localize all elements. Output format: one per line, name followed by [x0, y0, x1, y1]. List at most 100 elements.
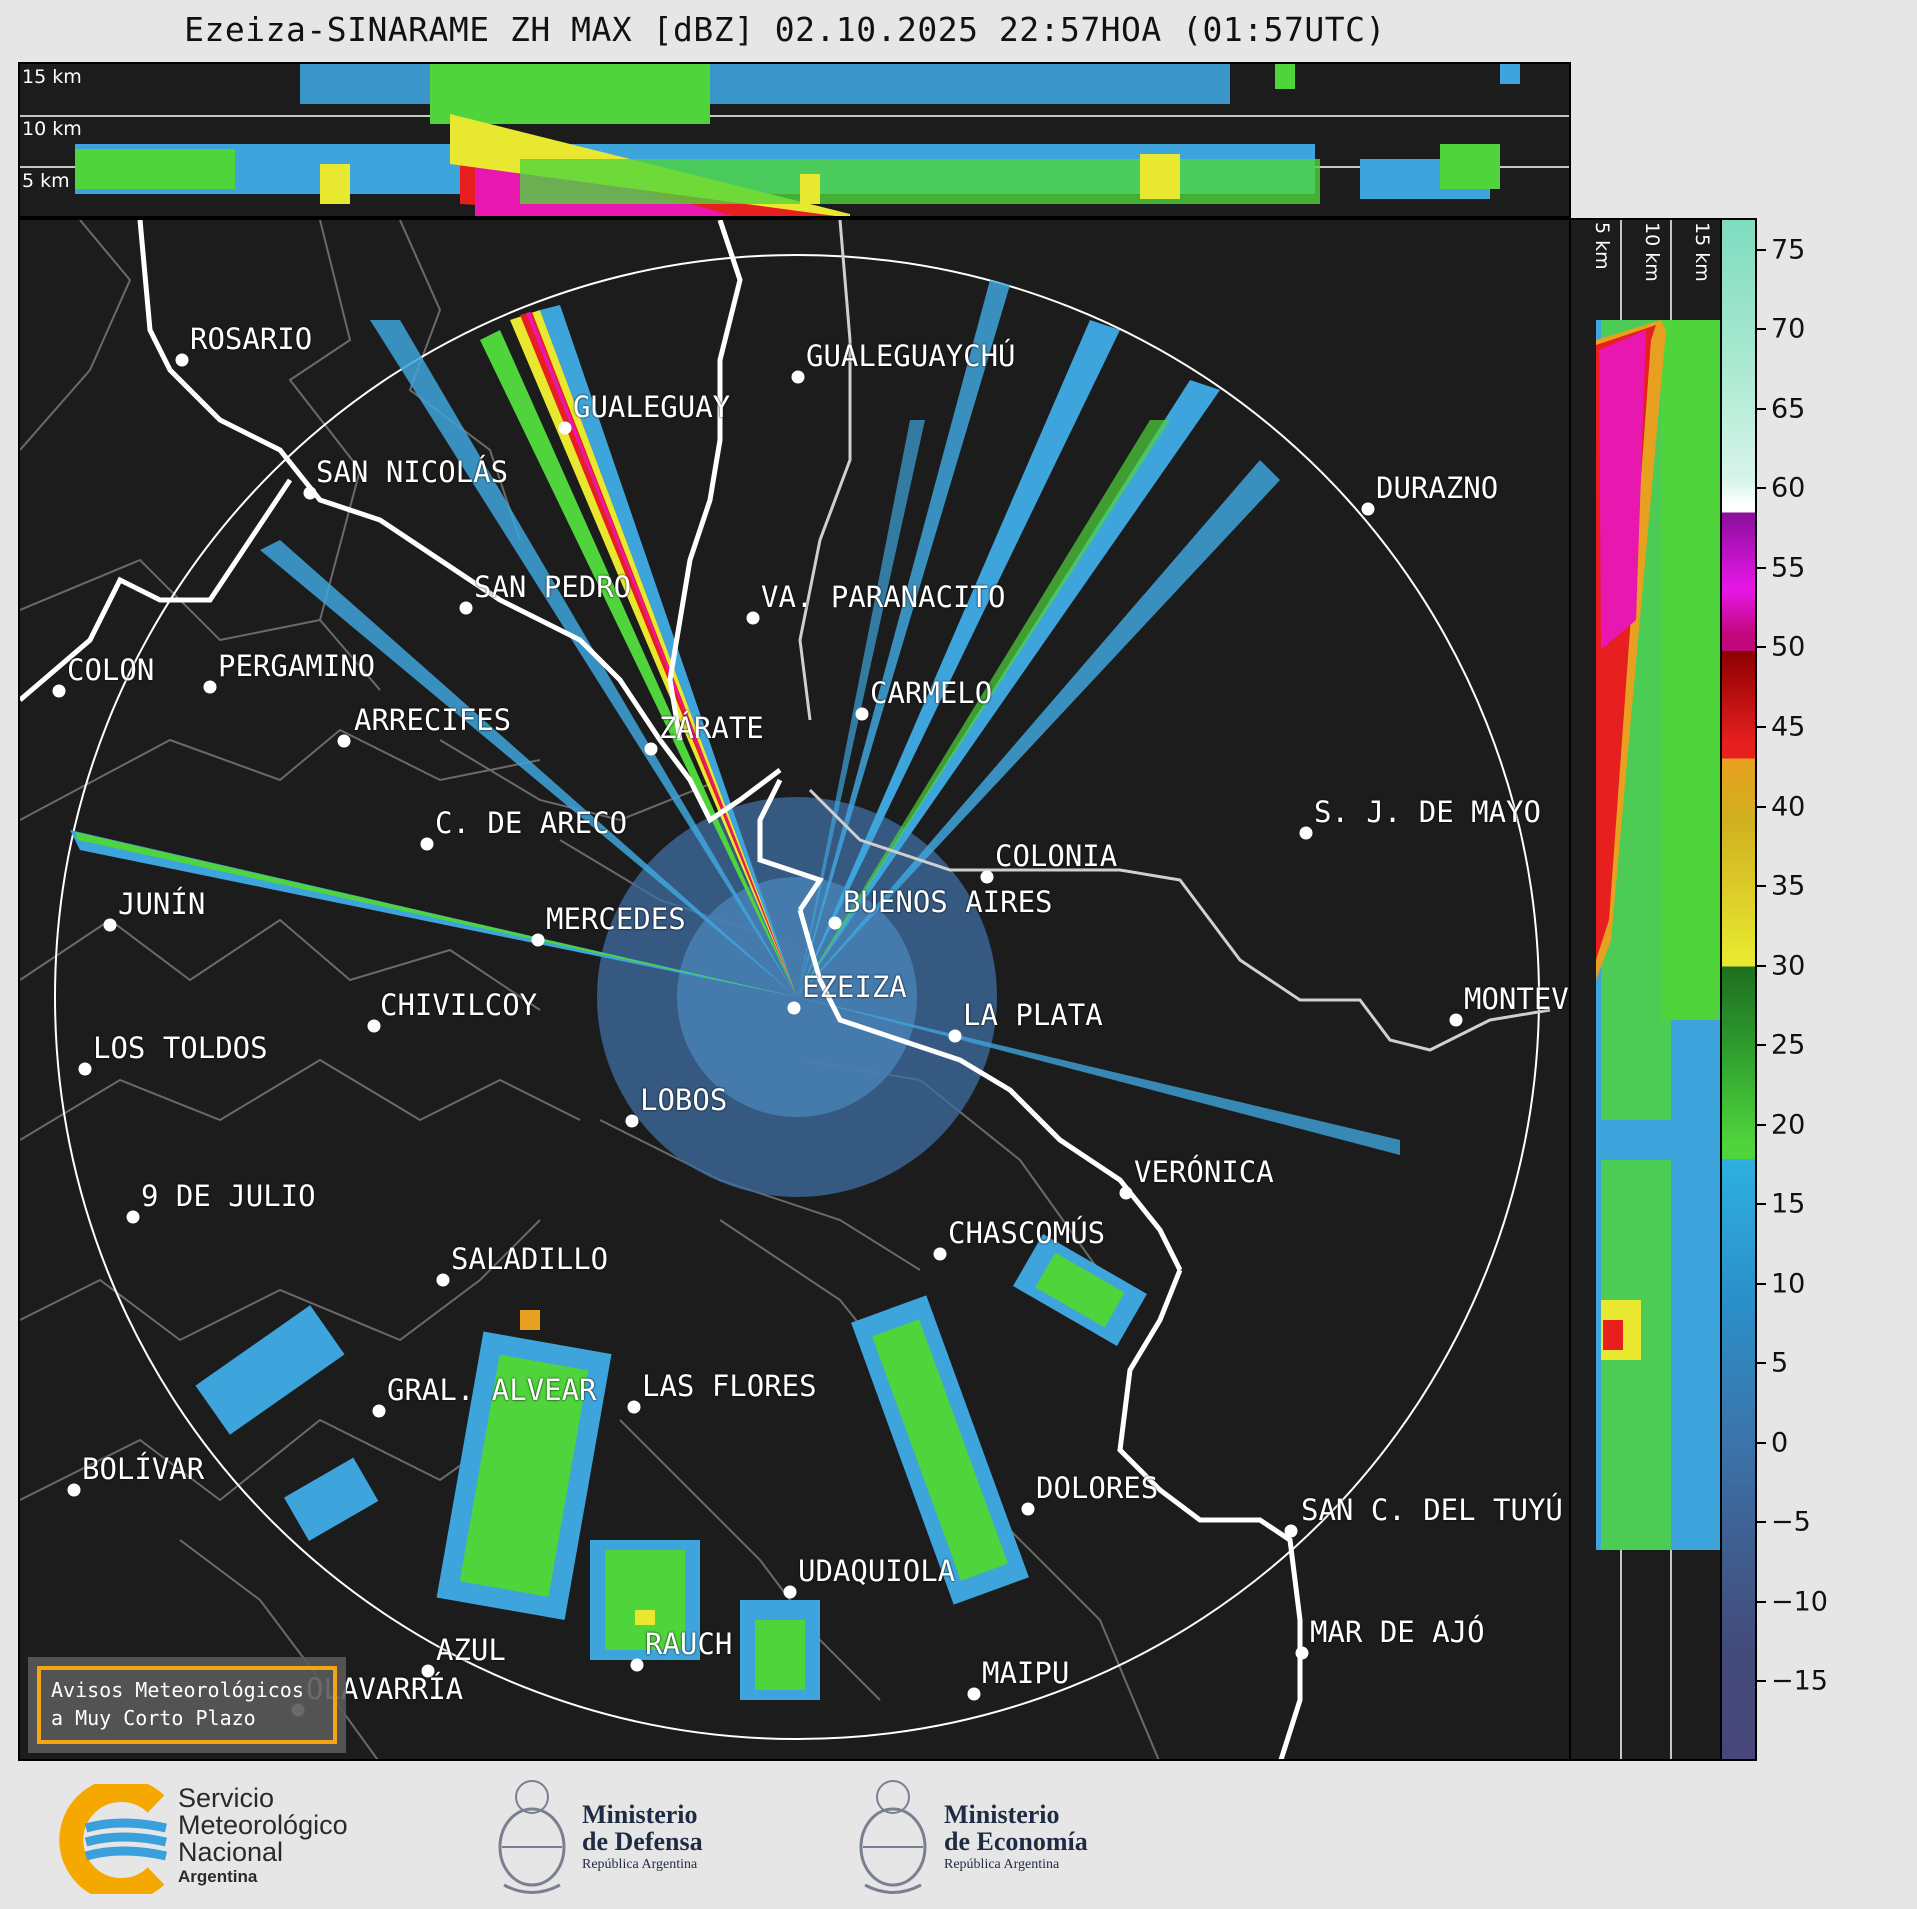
colorbar-tick-mark	[1757, 726, 1766, 729]
defensa-line-2: de Defensa	[582, 1827, 703, 1856]
city-dot	[103, 918, 117, 932]
city-dot	[1449, 1013, 1463, 1027]
city-label-9-de-julio: 9 DE JULIO	[141, 1179, 316, 1213]
city-label-san-c-del-tuyu: SAN C. DEL TUYÚ	[1301, 1493, 1563, 1527]
km-label-15: 15 km	[22, 66, 82, 88]
smn-line-3: Nacional	[178, 1837, 284, 1867]
city-label-chascomus: CHASCOMÚS	[948, 1216, 1106, 1250]
colorbar-tick-mark	[1757, 1044, 1766, 1047]
city-label-durazno: DURAZNO	[1376, 471, 1499, 505]
defensa-seal-icon	[498, 1780, 566, 1894]
city-label-bolivar: BOLÍVAR	[82, 1452, 205, 1486]
economia-seal-icon	[859, 1780, 927, 1894]
city-dot	[367, 1019, 381, 1033]
colorbar	[1720, 218, 1757, 1761]
economia-line-3: República Argentina	[944, 1857, 1060, 1872]
notice-line-2: a Muy Corto Plazo	[51, 1706, 256, 1730]
colorbar-tick-label: 45	[1771, 711, 1806, 743]
city-label-mercedes: MERCEDES	[546, 902, 686, 936]
colorbar-tick-mark	[1757, 1680, 1766, 1683]
city-dot	[67, 1483, 81, 1497]
city-dot	[303, 486, 317, 500]
side-cross-section-graphic	[1596, 220, 1720, 1759]
city-dot	[746, 611, 760, 625]
colorbar-tick-label: 35	[1771, 870, 1806, 902]
colorbar-tick-label: 25	[1771, 1029, 1806, 1061]
colorbar-tick-label: 15	[1771, 1188, 1806, 1220]
side-km-label-15: 15 km	[1691, 222, 1713, 282]
colorbar-tick-mark	[1757, 1203, 1766, 1206]
city-label-los-toldos: LOS TOLDOS	[93, 1031, 268, 1065]
city-label-carmelo: CARMELO	[870, 676, 993, 710]
colorbar-tick-label: 40	[1771, 791, 1806, 823]
city-dot	[783, 1585, 797, 1599]
colorbar-tick-label: 60	[1771, 472, 1806, 504]
city-dot	[558, 421, 572, 435]
city-dot	[126, 1210, 140, 1224]
city-dot	[627, 1400, 641, 1414]
city-dot	[1361, 502, 1375, 516]
city-label-montevideo: MONTEV	[1464, 982, 1569, 1016]
colorbar-tick-mark	[1757, 805, 1766, 808]
city-label-rosario: ROSARIO	[190, 322, 313, 356]
colorbar-tick-mark	[1757, 487, 1766, 490]
colorbar-tick-mark	[1757, 646, 1766, 649]
city-dot	[828, 916, 842, 930]
city-label-rauch: RAUCH	[645, 1627, 733, 1661]
city-label-lobos: LOBOS	[640, 1083, 728, 1117]
city-label-saladillo: SALADILLO	[451, 1242, 609, 1276]
city-label-gualeguaychu: GUALEGUAYCHÚ	[806, 339, 1016, 373]
colorbar-tick-mark	[1757, 1521, 1766, 1524]
city-dot	[644, 742, 658, 756]
radar-map: ROSARIO GUALEGUAYCHÚ GUALEGUAY SAN NICOL…	[18, 218, 1571, 1761]
city-dot	[337, 734, 351, 748]
city-dot	[787, 1001, 801, 1015]
defensa-line-1: Ministerio	[582, 1800, 698, 1829]
city-label-san-nicolas: SAN NICOLÁS	[316, 455, 509, 489]
city-dot	[78, 1062, 92, 1076]
alerts-notice[interactable]: Avisos Meteorológicos a Muy Corto Plazo	[28, 1657, 346, 1753]
city-label-colon: COLON	[67, 653, 155, 687]
colorbar-tick-label: 70	[1771, 313, 1806, 345]
city-label-pergamino: PERGAMINO	[218, 649, 376, 683]
city-dot	[420, 837, 434, 851]
city-label-azul: AZUL	[436, 1633, 506, 1667]
colorbar-tick-label: 10	[1771, 1268, 1806, 1300]
city-label-dolores: DOLORES	[1036, 1471, 1159, 1505]
radar-map-graphic	[20, 220, 1551, 1759]
city-dot	[948, 1029, 962, 1043]
city-dot	[175, 353, 189, 367]
echo-radials	[70, 280, 1400, 1155]
side-cross-section-panel: 5 km 10 km 15 km	[1569, 218, 1722, 1761]
colorbar-tick-mark	[1757, 1282, 1766, 1285]
city-dot	[1284, 1524, 1298, 1538]
city-dot	[967, 1687, 981, 1701]
city-label-udaquiola: UDAQUIOLA	[798, 1554, 956, 1588]
city-dot	[980, 870, 994, 884]
colorbar-tick-label: −10	[1771, 1586, 1828, 1618]
colorbar-tick-mark	[1757, 328, 1766, 331]
city-dot	[203, 680, 217, 694]
city-label-chivilcoy: CHIVILCOY	[380, 988, 538, 1022]
convective-cells	[195, 1234, 1147, 1700]
boundary-lines	[20, 220, 1160, 1759]
range-ring	[54, 254, 1540, 1740]
top-cross-section-panel: 15 km 10 km 5 km	[18, 62, 1571, 218]
economia-line-2: de Economía	[944, 1827, 1088, 1856]
colorbar-tick-label: 5	[1771, 1347, 1789, 1379]
city-dot	[421, 1664, 435, 1678]
colorbar-tick-label: 0	[1771, 1427, 1789, 1459]
colorbar-tick-mark	[1757, 1600, 1766, 1603]
city-dot	[625, 1114, 639, 1128]
city-label-va-paranacito: VA. PARANACITO	[761, 580, 1006, 614]
uruguay-coast	[798, 220, 1551, 1052]
smn-line-2: Meteorológico	[178, 1810, 348, 1840]
city-label-colonia: COLONIA	[995, 839, 1118, 873]
city-dot	[436, 1273, 450, 1287]
city-dot	[1119, 1186, 1133, 1200]
colorbar-tick-mark	[1757, 964, 1766, 967]
city-dot	[459, 601, 473, 615]
city-label-gualeguay: GUALEGUAY	[573, 390, 731, 424]
colorbar-tick-label: −5	[1771, 1506, 1811, 1538]
smn-line-4: Argentina	[178, 1867, 258, 1886]
